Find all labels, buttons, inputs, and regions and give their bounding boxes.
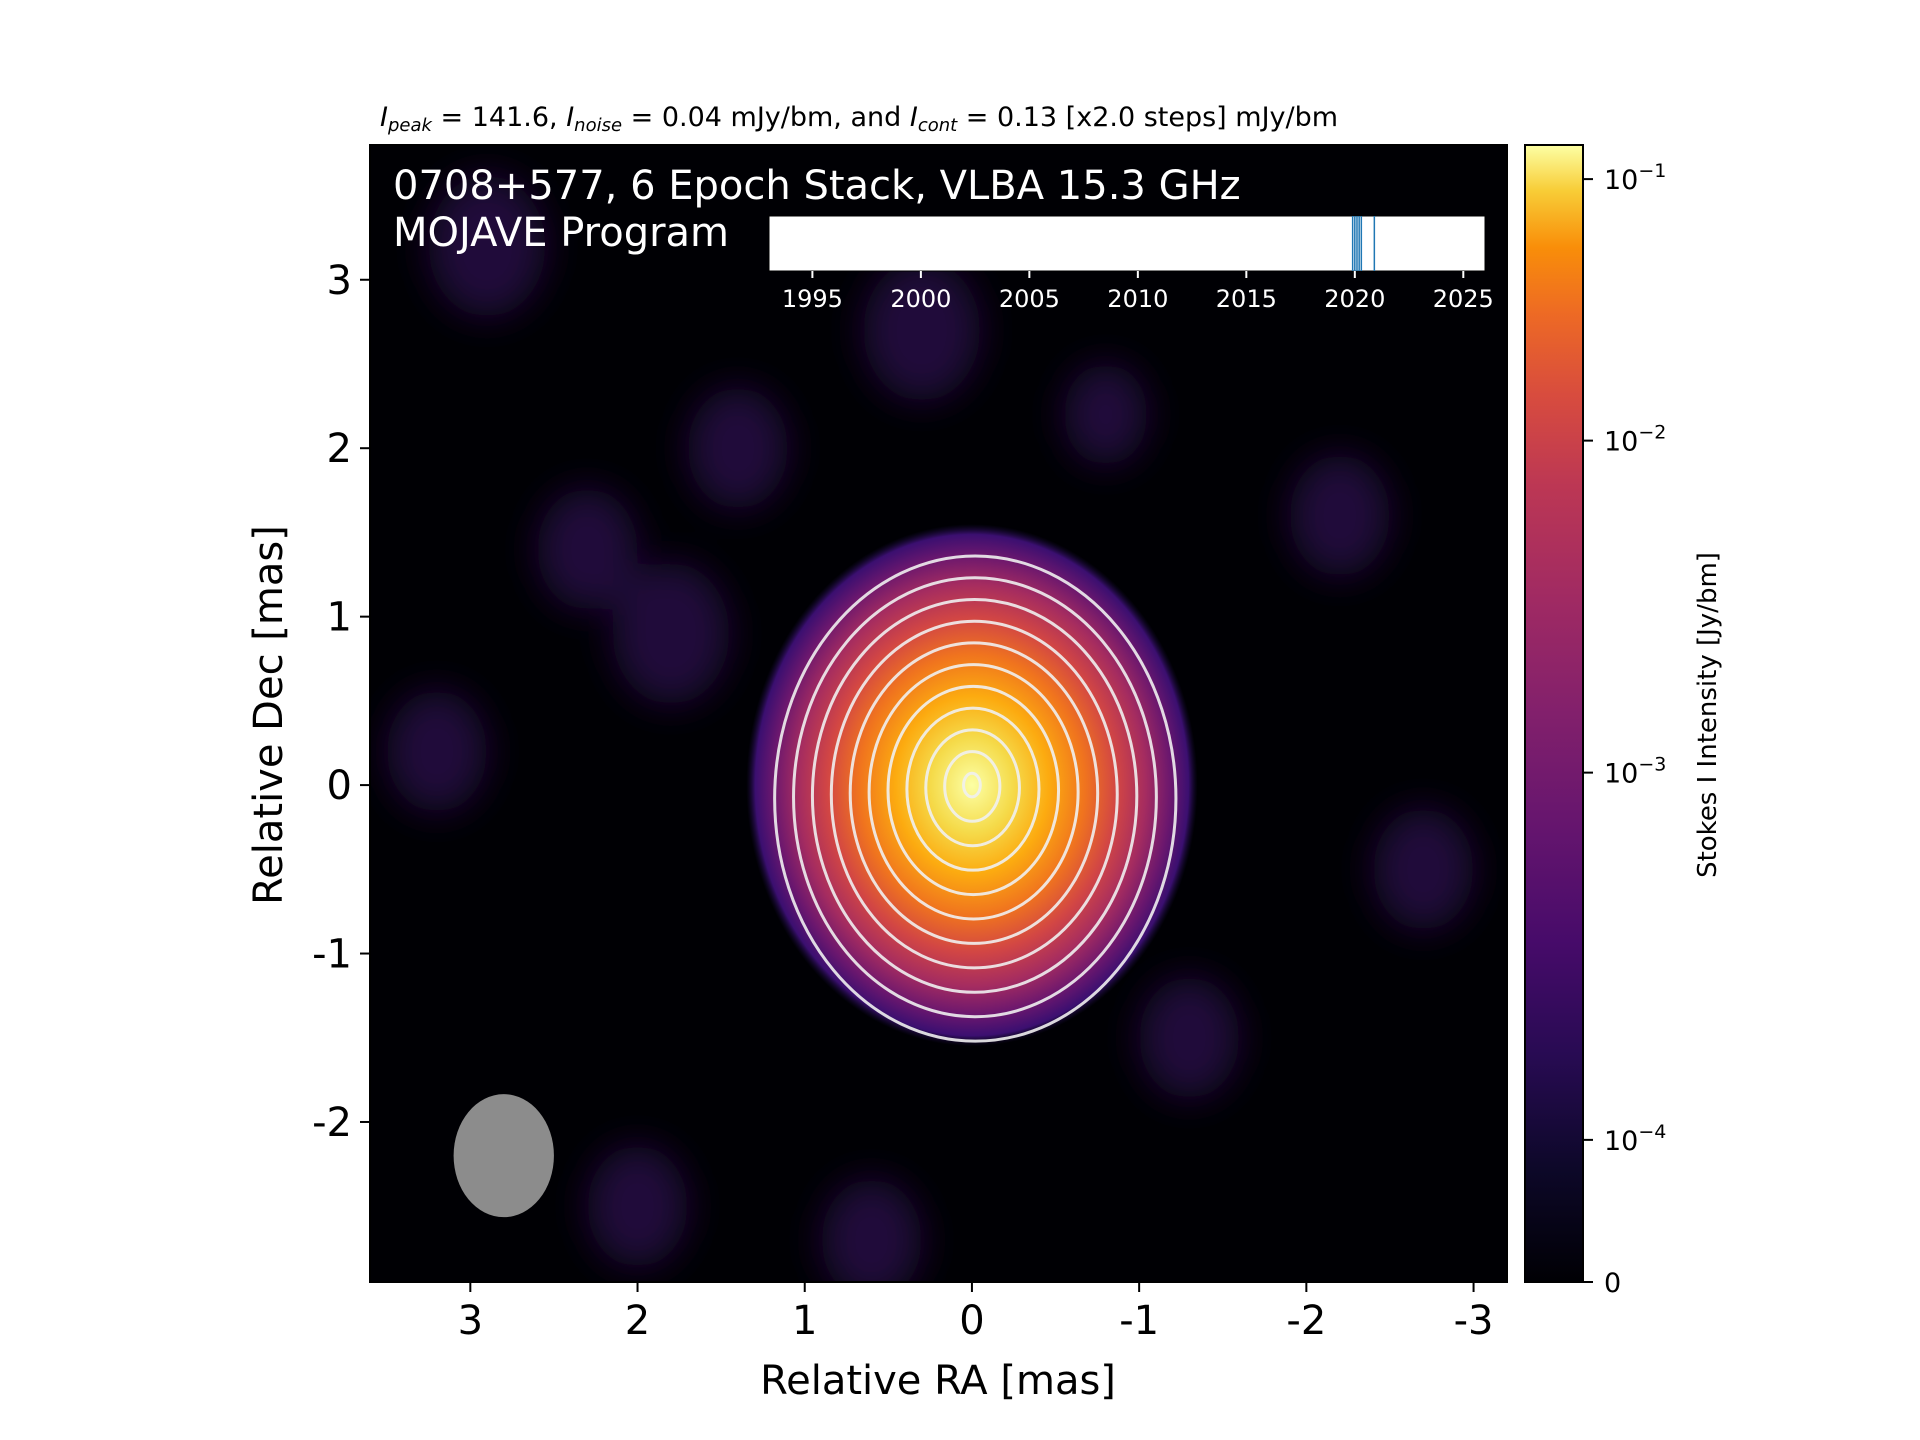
timeline-tick-label: 2020 bbox=[1324, 285, 1385, 313]
noise-label: I bbox=[566, 102, 574, 133]
plot-frame bbox=[369, 144, 1508, 1283]
contour-level-3 bbox=[810, 597, 1139, 994]
stats-header: Ipeak = 141.6, Inoise = 0.04 mJy/bm, and… bbox=[380, 102, 1338, 136]
y-tick-label: -2 bbox=[312, 1100, 352, 1146]
x-tick-label: 2 bbox=[625, 1298, 650, 1344]
y-tick-label: 2 bbox=[327, 426, 352, 472]
core-emission-blob bbox=[746, 524, 1198, 1047]
x-tick-label: -3 bbox=[1454, 1298, 1494, 1344]
timeline-tick-label: 2025 bbox=[1433, 285, 1494, 313]
y-tick-label: 1 bbox=[327, 595, 352, 641]
noise-text: = 0.04 mJy/bm, and bbox=[622, 102, 910, 133]
plot-title-line2: MOJAVE Program bbox=[393, 210, 729, 256]
contour-level-5 bbox=[848, 641, 1100, 945]
x-tick-label: 0 bbox=[959, 1298, 984, 1344]
contour-set bbox=[773, 554, 1178, 1043]
peak-label: I bbox=[380, 102, 388, 133]
timeline-box bbox=[768, 215, 1486, 272]
colorbar-gradient bbox=[1524, 144, 1584, 1283]
colorbar-tick-label: 10−4 bbox=[1604, 1121, 1666, 1157]
cont-text: = 0.13 [x2.0 steps] mJy/bm bbox=[957, 102, 1338, 133]
contour-level-6 bbox=[867, 663, 1080, 921]
timeline-tick-label: 1995 bbox=[782, 285, 843, 313]
epoch-timeline: 1995 2000 2005 2010 2015 2020 2025 bbox=[768, 215, 1494, 313]
y-axis-label: Relative Dec [mas] bbox=[246, 525, 292, 905]
colorbar-tick-label: 0 bbox=[1604, 1268, 1621, 1299]
x-tick-label: 1 bbox=[792, 1298, 817, 1344]
y-tick-label: 0 bbox=[327, 763, 352, 809]
x-tick-label: 3 bbox=[458, 1298, 483, 1344]
contour-level-4 bbox=[829, 619, 1119, 970]
y-axis: 3 2 1 0 -1 -2 bbox=[312, 258, 370, 1146]
colorbar-tick-label: 10−2 bbox=[1604, 422, 1666, 458]
y-tick-label: -1 bbox=[312, 932, 352, 978]
contour-level-10 bbox=[943, 750, 1002, 823]
plot-title-line1: 0708+577, 6 Epoch Stack, VLBA 15.3 GHz bbox=[393, 163, 1241, 209]
image-panel: 0708+577, 6 Epoch Stack, VLBA 15.3 GHz M… bbox=[369, 144, 1508, 1283]
x-tick-label: -2 bbox=[1286, 1298, 1326, 1344]
contour-level-11 bbox=[962, 771, 982, 799]
beam-ellipse bbox=[453, 1094, 554, 1218]
contour-level-8 bbox=[905, 706, 1041, 872]
timeline-tick-label: 2005 bbox=[999, 285, 1060, 313]
y-tick-label: 3 bbox=[327, 258, 352, 304]
contour-level-2 bbox=[792, 576, 1158, 1019]
peak-sub: peak bbox=[387, 115, 434, 136]
colorbar-tick-label: 10−1 bbox=[1604, 160, 1666, 196]
core-emission bbox=[746, 524, 1198, 1047]
x-axis-label: Relative RA [mas] bbox=[760, 1358, 1116, 1404]
noise-sub: noise bbox=[574, 115, 622, 136]
timeline-tick-label: 2010 bbox=[1107, 285, 1168, 313]
contour-level-9 bbox=[924, 728, 1021, 848]
colorbar-label: Stokes I Intensity [Jy/bm] bbox=[1693, 552, 1723, 878]
contour-level-7 bbox=[886, 684, 1061, 897]
cont-sub: cont bbox=[918, 115, 958, 136]
timeline-tick-label: 2015 bbox=[1216, 285, 1277, 313]
x-tick-label: -1 bbox=[1119, 1298, 1159, 1344]
timeline-tick-label: 2000 bbox=[890, 285, 951, 313]
colorbar-tick-label: 10−3 bbox=[1604, 754, 1666, 790]
colorbar: 0 10−4 10−3 10−2 10−1 Stokes I Intensity [Jy… bbox=[1524, 144, 1723, 1299]
x-axis: 3 2 1 0 -1 -2 -3 bbox=[458, 1282, 1494, 1344]
peak-text: = 141.6, bbox=[432, 102, 566, 133]
cont-label: I bbox=[910, 102, 918, 133]
contour-level-1 bbox=[773, 554, 1178, 1043]
noise-layer bbox=[386, 175, 1474, 1282]
